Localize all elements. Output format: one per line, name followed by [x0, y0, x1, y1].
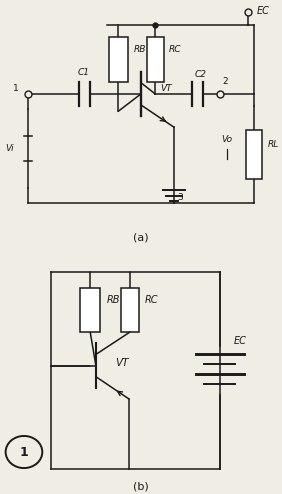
Bar — [121, 288, 139, 332]
Text: RL: RL — [268, 140, 279, 149]
Text: 3: 3 — [177, 193, 182, 202]
Text: 1: 1 — [13, 84, 18, 93]
Text: (b): (b) — [133, 482, 149, 492]
Text: C1: C1 — [78, 68, 90, 77]
Text: RC: RC — [145, 295, 159, 305]
Bar — [246, 130, 262, 179]
Bar — [80, 288, 100, 332]
Text: Vi: Vi — [6, 144, 14, 153]
Text: C2: C2 — [195, 70, 207, 79]
Text: VT: VT — [161, 84, 172, 93]
Text: (a): (a) — [133, 232, 149, 242]
Text: RB: RB — [134, 45, 146, 54]
Text: RC: RC — [169, 45, 182, 54]
Text: Vo: Vo — [221, 135, 232, 144]
Text: 2: 2 — [223, 78, 228, 86]
Bar — [109, 37, 127, 82]
Text: VT: VT — [116, 358, 129, 368]
Text: EC: EC — [257, 6, 270, 16]
Text: EC: EC — [234, 336, 247, 346]
Text: 1: 1 — [19, 446, 28, 458]
Bar — [147, 37, 164, 82]
Text: RB: RB — [107, 295, 121, 305]
